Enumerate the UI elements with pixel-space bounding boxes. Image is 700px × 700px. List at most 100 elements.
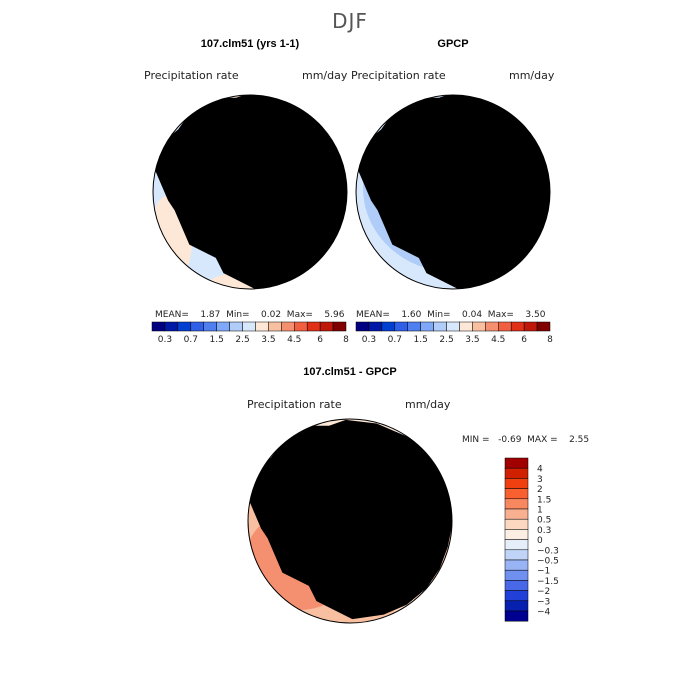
panel-2-units-label: mm/day [509, 69, 555, 82]
colorbar-difference-cell [504, 488, 529, 500]
colorbar-panel-1-cell [281, 321, 295, 332]
colorbar-panel-1-cell [319, 321, 334, 332]
colorbar-panel-2-tick-label: 0.7 [388, 335, 402, 345]
colorbar-panel-1-tick-label: 3.5 [261, 335, 275, 345]
colorbar-panel-2-cell [446, 321, 460, 332]
panel-2-map-border [355, 94, 551, 290]
colorbar-panel-1-cell [216, 321, 230, 332]
colorbar-panel-1-tick-label: 0.7 [184, 335, 198, 345]
panel-1-stats: MEAN= 1.87 Min= 0.02 Max= 5.96 [155, 310, 345, 320]
panel-1-units-label: mm/day [302, 69, 348, 82]
colorbar-panel-2-cell [394, 321, 408, 332]
colorbar-panel-1-cell [151, 321, 166, 332]
colorbar-panel-2-tick-label: 2.5 [439, 335, 453, 345]
colorbar-difference-tick-label: 2 [537, 485, 543, 495]
colorbar-panel-2-cell [510, 321, 525, 332]
colorbar-panel-1-cell [242, 321, 256, 332]
colorbar-panel-1-cell [229, 321, 243, 332]
panel-3-stats: MIN = -0.69 MAX = 2.55 [462, 435, 589, 445]
colorbar-difference-tick-label: −0.3 [537, 546, 559, 556]
colorbar-panel-2-cell [485, 321, 499, 332]
colorbar-difference-tick-label: 1 [537, 506, 543, 516]
colorbar-panel-2-tick-label: 4.5 [491, 335, 505, 345]
colorbar-panel-1-cell [306, 321, 321, 332]
colorbar-difference-cell [504, 498, 529, 510]
colorbar-panel-2-tick-label: 0.3 [362, 335, 376, 345]
colorbar-panel-1-tick-label: 8 [343, 335, 349, 345]
colorbar-panel-2-cell [355, 321, 370, 332]
panel-3-map [248, 419, 452, 623]
colorbar-panel-2-cell [472, 321, 486, 332]
colorbar-panel-2-cell [368, 321, 383, 332]
panel-3-title: 107.clm51 - GPCP [303, 366, 397, 378]
colorbar-difference-tick-label: −1 [537, 567, 550, 577]
colorbar-difference-cell [504, 508, 529, 520]
colorbar-difference-tick-label: −1.5 [537, 577, 559, 587]
colorbar-difference-cell [504, 457, 529, 469]
colorbar-panel-2-cell [381, 321, 396, 332]
colorbar-panel-2-tick-label: 1.5 [414, 335, 428, 345]
panel-1-title: 107.clm51 (yrs 1-1) [201, 38, 300, 50]
colorbar-difference-cell [504, 518, 529, 530]
colorbar-difference-cell [504, 569, 529, 581]
colorbar-panel-1: 0.3 0.7 1.5 2.5 3.5 4.5 6 8 [151, 321, 349, 345]
colorbar-difference-tick-label: 0 [537, 536, 543, 546]
colorbar-panel-1-tick-label: 4.5 [287, 335, 301, 345]
colorbar-panel-2-tick-label: 8 [547, 335, 553, 345]
colorbar-panel-1-cell [203, 321, 217, 332]
colorbar-panel-2-tick-label: 6 [521, 335, 527, 345]
colorbar-panel-1-tick-label: 1.5 [210, 335, 224, 345]
panel-2-stats: MEAN= 1.60 Min= 0.04 Max= 3.50 [356, 310, 546, 320]
colorbar-panel-2-cell [459, 321, 473, 332]
panel-1-map [153, 95, 347, 289]
colorbar-difference-cell [504, 529, 529, 540]
colorbar-difference-tick-label: −3 [537, 597, 550, 607]
panel-3-map-border [247, 418, 453, 624]
colorbar-panel-2-cell [407, 321, 421, 332]
colorbar-difference-cell [504, 549, 529, 561]
colorbar-panel-1-tick-label: 2.5 [235, 335, 249, 345]
panel-3-units-label: mm/day [405, 398, 451, 411]
colorbar-difference-cell [504, 610, 529, 622]
colorbar-panel-1-cell [294, 321, 308, 332]
panel-2-title: GPCP [437, 38, 468, 50]
colorbar-difference-tick-label: 1.5 [537, 495, 551, 505]
colorbar-panel-1-cell [255, 321, 269, 332]
colorbar-panel-1-cell [177, 321, 192, 332]
colorbar-difference-cell [504, 559, 529, 571]
panel-2-map [356, 95, 550, 289]
colorbar-panel-2-tick-label: 3.5 [465, 335, 479, 345]
colorbar-panel-2-cell [498, 321, 512, 332]
panel-1-variable-label: Precipitation rate [144, 69, 239, 82]
figure-title: DJF [332, 9, 368, 33]
colorbar-panel-1-cell [190, 321, 204, 332]
colorbar-difference-tick-label: 0.5 [537, 516, 551, 526]
colorbar-difference-cell [504, 467, 529, 479]
colorbar-difference-cell [504, 580, 529, 591]
colorbar-difference-tick-label: 4 [537, 465, 543, 475]
colorbar-difference-cell [504, 539, 529, 551]
colorbar-panel-2: 0.3 0.7 1.5 2.5 3.5 4.5 6 8 [355, 321, 553, 345]
colorbar-panel-1-tick-label: 6 [317, 335, 323, 345]
colorbar-panel-2-cell [536, 321, 551, 332]
colorbar-difference-tick-label: 0.3 [537, 526, 551, 536]
colorbar-panel-1-cell [164, 321, 179, 332]
colorbar-panel-2-cell [523, 321, 538, 332]
colorbar-difference-tick-label: 3 [537, 475, 543, 485]
colorbar-difference-cell [504, 600, 529, 612]
colorbar-difference-cell [504, 590, 529, 602]
colorbar-panel-1-cell [268, 321, 282, 332]
panel-1-map-border [152, 94, 348, 290]
colorbar-difference-cell [504, 478, 529, 489]
colorbar-panel-1-cell [332, 321, 347, 332]
colorbar-difference-tick-label: −0.5 [537, 557, 559, 567]
colorbar-difference-tick-label: −4 [537, 608, 551, 618]
colorbar-panel-1-tick-label: 0.3 [158, 335, 172, 345]
panel-3-variable-label: Precipitation rate [247, 398, 342, 411]
colorbar-panel-2-cell [420, 321, 434, 332]
colorbar-difference-tick-label: −2 [537, 587, 550, 597]
colorbar-panel-2-cell [433, 321, 447, 332]
panel-2-variable-label: Precipitation rate [351, 69, 446, 82]
